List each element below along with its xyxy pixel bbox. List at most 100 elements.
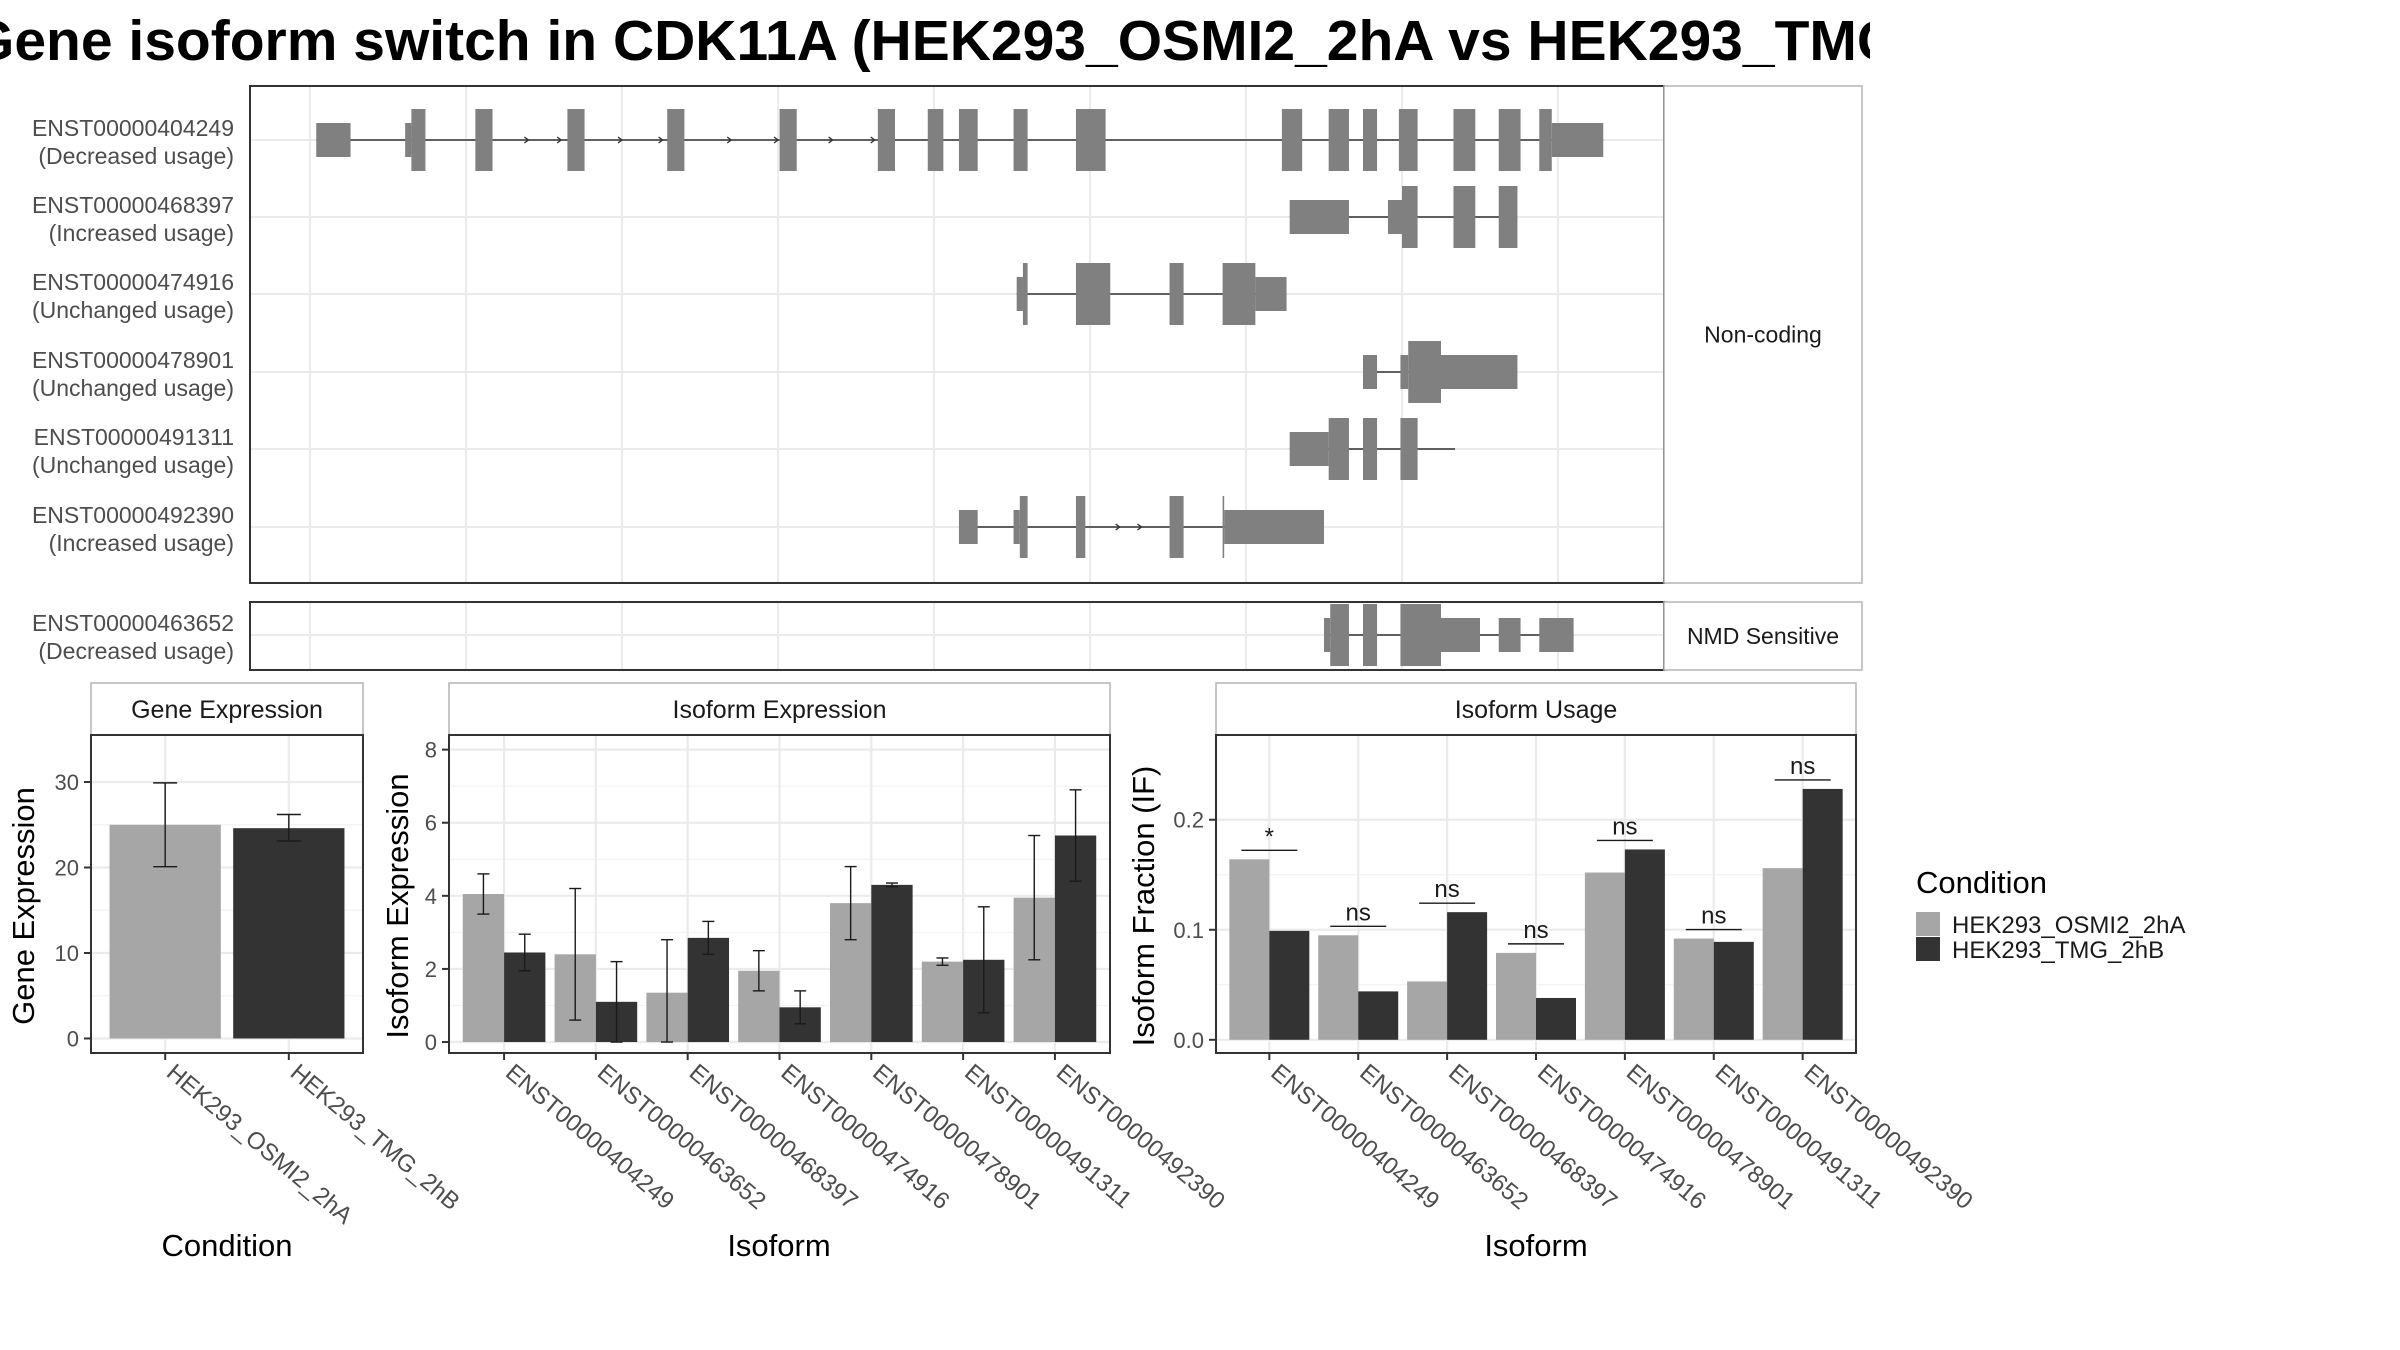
coding-exon — [1328, 418, 1349, 480]
transcript-ENST00000474916 — [1016, 263, 1287, 325]
strand-arrow — [523, 136, 530, 144]
panel-strip — [1215, 682, 1857, 736]
title-clip: Gene isoform switch in CDK11A (HEK293_OS… — [0, 0, 1870, 80]
y-axis-title: Gene Expression — [6, 787, 41, 1025]
y-tick-label: 0 — [67, 1026, 79, 1051]
panel-strip-title: Gene Expression — [131, 696, 323, 724]
transcript-structure-panel: ENST00000404249(Decreased usage)ENST0000… — [32, 85, 1863, 671]
x-tick-label: ENST00000474916 — [1532, 1059, 1711, 1215]
strand-arrow — [773, 136, 780, 144]
strand-arrow — [726, 136, 733, 144]
chart-panel-2: Isoform Usage 0.0 0.1 0.2 * ns ns ns ns ns ns ENST0… — [1126, 682, 1978, 1263]
utr-exon — [1013, 510, 1020, 544]
coding-exon — [1498, 109, 1521, 171]
chart-title: Gene isoform switch in CDK11A (HEK293_OS… — [0, 9, 1870, 73]
significance-label: * — [1265, 823, 1274, 850]
transcript-usage-label: (Unchanged usage) — [32, 375, 234, 401]
coding-exon — [1169, 263, 1184, 325]
panel-strip-title: Isoform Expression — [673, 696, 887, 724]
utr-exon — [1400, 355, 1409, 389]
utr-exon — [1224, 510, 1324, 544]
coding-exon — [1019, 496, 1028, 558]
panel-strip — [448, 682, 1111, 736]
transcript-id-label: ENST00000478901 — [32, 347, 234, 373]
bar-HEK293_OSMI2_2hA-ENST00000491311 — [1673, 938, 1714, 1040]
structure-group-1 — [249, 601, 1665, 671]
x-tick-label: ENST00000478901 — [867, 1059, 1046, 1215]
utr-exon — [1441, 618, 1480, 652]
coding-exon — [1400, 418, 1418, 480]
coding-exon — [1328, 109, 1349, 171]
x-tick-label: ENST00000404249 — [500, 1059, 679, 1215]
bar-HEK293_OSMI2_2hA-ENST00000463652 — [1318, 935, 1359, 1040]
x-tick-label: ENST00000491311 — [959, 1059, 1137, 1214]
y-tick-label: 4 — [425, 884, 437, 909]
bar-HEK293_TMG_2hB-ENST00000492390 — [1802, 788, 1843, 1040]
coding-exon — [779, 109, 797, 171]
coding-exon — [1363, 109, 1378, 171]
utr-exon — [1016, 277, 1023, 311]
y-axis-title: Isoform Expression — [380, 773, 415, 1038]
x-tick-label: ENST00000468397 — [1443, 1059, 1622, 1215]
transcript-id-label: ENST00000492390 — [32, 502, 234, 528]
coding-exon — [567, 109, 585, 171]
coding-exon — [1013, 109, 1028, 171]
utr-exon — [1255, 277, 1287, 311]
coding-exon — [1222, 263, 1256, 325]
coding-exon — [1169, 496, 1184, 558]
y-axis-title: Isoform Fraction (IF) — [1126, 766, 1161, 1047]
utr-exon — [1289, 200, 1349, 234]
utr-exon — [1289, 432, 1329, 466]
utr-exon — [1539, 618, 1574, 652]
category-strip — [1663, 601, 1863, 671]
strand-arrow — [828, 136, 834, 144]
coding-exon — [1363, 604, 1378, 666]
coding-exon — [1022, 263, 1028, 325]
strand-arrow — [617, 136, 624, 144]
coding-exon — [1075, 496, 1086, 558]
x-tick-label: ENST00000463652 — [592, 1059, 771, 1215]
chart-panel-1: Isoform Expression02468ENST00000404249EN… — [380, 682, 1230, 1263]
bar-HEK293_OSMI2_2hA-ENST00000492390 — [1762, 868, 1803, 1040]
x-tick-label: ENST00000404249 — [1265, 1059, 1444, 1215]
y-tick-label: 10 — [55, 941, 79, 966]
strand-arrow — [1115, 523, 1121, 531]
legend-title: Condition — [1916, 865, 2047, 900]
y-tick-label: 0.0 — [1173, 1028, 1204, 1053]
coding-exon — [1330, 604, 1349, 666]
x-axis-title: Isoform — [1484, 1228, 1587, 1263]
category-strip-label: NMD Sensitive — [1687, 623, 1839, 649]
coding-exon — [411, 109, 426, 171]
utr-exon — [1498, 618, 1521, 652]
transcript-id-label: ENST00000474916 — [32, 269, 234, 295]
y-tick-label: 30 — [55, 770, 79, 795]
significance-label: ns — [1434, 876, 1459, 903]
x-tick-label: ENST00000463652 — [1354, 1059, 1533, 1215]
utr-exon — [1551, 123, 1604, 157]
significance-label: ns — [1701, 903, 1726, 930]
coding-exon — [1075, 109, 1106, 171]
transcript-ENST00000404249 — [316, 109, 1604, 171]
legend-label: HEK293_TMG_2hB — [1952, 937, 2164, 964]
coding-exon — [1075, 263, 1111, 325]
utr-exon — [958, 510, 978, 544]
coding-exon — [1281, 109, 1303, 171]
transcript-ENST00000478901 — [1363, 341, 1518, 403]
coding-exon — [1498, 186, 1518, 248]
bar-HEK293_OSMI2_2hA-ENST00000468397 — [1407, 981, 1448, 1040]
transcript-usage-label: (Increased usage) — [49, 220, 234, 246]
bar-HEK293_TMG_2hB-ENST00000468397 — [687, 937, 730, 1043]
transcript-ENST00000491311 — [1289, 418, 1456, 480]
x-tick-label: ENST00000468397 — [684, 1059, 863, 1215]
transcript-usage-label: (Unchanged usage) — [32, 297, 234, 323]
transcript-usage-label: (Unchanged usage) — [32, 452, 234, 478]
bar-HEK293_TMG_2hB-ENST00000478901 — [871, 884, 913, 1043]
bar-HEK293_TMG_2hB-ENST00000474916 — [1536, 997, 1576, 1040]
bar-HEK293_OSMI2_2hA-ENST00000404249 — [1229, 859, 1270, 1040]
coding-exon — [1400, 604, 1441, 666]
coding-exon — [1453, 109, 1476, 171]
coding-exon — [1402, 186, 1418, 248]
x-tick-label: ENST00000478901 — [1621, 1059, 1800, 1215]
significance-label: ns — [1790, 753, 1815, 780]
